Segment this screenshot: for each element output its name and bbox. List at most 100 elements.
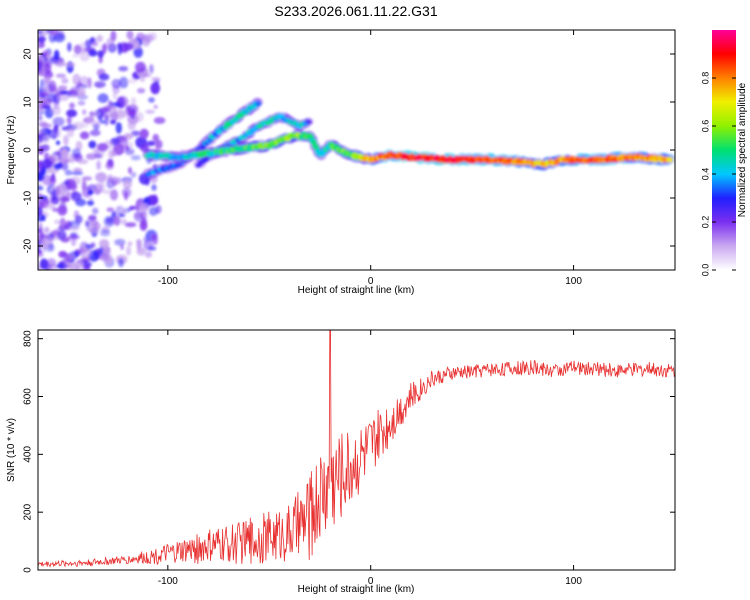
noise-blob	[139, 75, 146, 83]
noise-blob	[79, 131, 90, 140]
noise-blob	[113, 215, 121, 226]
noise-blob	[93, 183, 103, 195]
noise-blob	[117, 110, 130, 118]
noise-blob	[40, 144, 50, 152]
noise-blob	[126, 30, 134, 40]
noise-blob	[152, 133, 160, 142]
y-tick-label: 400	[23, 446, 34, 463]
noise-blob	[141, 73, 152, 78]
noise-blob	[128, 141, 134, 150]
noise-blob	[64, 169, 73, 176]
noise-blob	[38, 37, 44, 42]
noise-blob	[66, 91, 73, 97]
noise-blob	[90, 120, 102, 128]
noise-blob	[44, 202, 49, 210]
noise-blob	[74, 259, 84, 270]
noise-blob	[143, 236, 150, 243]
y-tick-label: -10	[23, 190, 34, 205]
noise-blob	[151, 184, 157, 191]
noise-blob	[46, 54, 51, 60]
noise-blob	[81, 246, 93, 258]
noise-blob	[99, 239, 110, 249]
noise-blob	[139, 128, 149, 139]
noise-blob	[145, 109, 155, 114]
noise-blob	[99, 254, 110, 261]
noise-blob	[135, 238, 142, 246]
noise-blob	[85, 153, 97, 160]
noise-blob	[130, 130, 141, 137]
noise-blob	[117, 257, 125, 268]
noise-blob	[91, 41, 99, 47]
noise-blob	[69, 225, 80, 232]
noise-blob	[46, 258, 57, 268]
noise-blob	[53, 163, 62, 170]
noise-blob	[139, 203, 150, 212]
noise-blob	[61, 77, 69, 84]
noise-blob	[78, 91, 86, 98]
noise-blob	[102, 189, 114, 195]
noise-blob	[38, 97, 45, 103]
y-tick-label: -20	[23, 238, 34, 253]
chart-title: S233.2026.061.11.22.G31	[274, 3, 437, 19]
noise-blob	[93, 222, 101, 230]
noise-blob	[106, 207, 115, 212]
noise-blob	[39, 258, 49, 270]
noise-blob	[81, 179, 87, 192]
noise-blob	[86, 200, 95, 206]
noise-blob	[66, 126, 75, 138]
colorbar-tick-label: 0.8	[700, 72, 710, 85]
noise-blob	[63, 62, 76, 67]
colorbar-tick-label: 0.0	[700, 264, 710, 277]
noise-blob	[127, 166, 133, 174]
noise-blob	[118, 136, 129, 148]
noise-blob	[77, 100, 86, 106]
noise-blob	[52, 116, 65, 127]
noise-blob	[40, 214, 46, 222]
noise-blob	[79, 76, 90, 86]
noise-blob	[134, 111, 144, 123]
noise-blob	[106, 37, 115, 49]
noise-blob	[133, 42, 141, 50]
noise-blob	[94, 153, 103, 159]
noise-blob	[59, 90, 69, 95]
noise-blob	[120, 218, 127, 225]
noise-blob	[41, 134, 50, 144]
noise-blob	[127, 109, 137, 117]
noise-blob	[43, 77, 51, 85]
noise-blob	[118, 76, 129, 89]
noise-blob	[70, 232, 78, 237]
noise-blob	[55, 73, 67, 79]
noise-blob	[151, 77, 161, 82]
noise-blob	[97, 50, 104, 59]
x-tick-label: 0	[368, 276, 374, 287]
noise-blob	[49, 85, 58, 93]
snr-panel: -100 0 100 0 200 400 600 800 Height of straigh…	[6, 329, 676, 595]
snr-x-axis: -100 0 100	[158, 330, 582, 587]
noise-blob	[47, 204, 56, 210]
noise-blob	[112, 91, 118, 100]
snr-y-label: SNR (10 * v/v)	[6, 418, 17, 482]
noise-blob	[102, 43, 107, 54]
x-tick-label: 0	[368, 576, 374, 587]
y-tick-label: 10	[23, 96, 34, 108]
noise-blob	[55, 140, 61, 145]
noise-blob	[51, 188, 57, 201]
noise-blob	[64, 254, 71, 263]
noise-blob	[58, 85, 68, 91]
y-tick-label: 600	[23, 388, 34, 405]
noise-blob	[94, 81, 106, 88]
noise-blob	[77, 159, 89, 165]
noise-blob	[38, 128, 44, 137]
noise-blob	[57, 94, 70, 101]
noise-blob	[49, 176, 57, 185]
noise-blob	[130, 171, 137, 178]
noise-blob	[92, 148, 99, 155]
noise-blob	[71, 148, 81, 158]
noise-blob	[88, 49, 98, 57]
noise-blob	[55, 186, 60, 198]
colorbar-tick-label: 0.6	[700, 120, 710, 133]
noise-blob	[144, 251, 153, 258]
noise-blob	[95, 172, 107, 183]
